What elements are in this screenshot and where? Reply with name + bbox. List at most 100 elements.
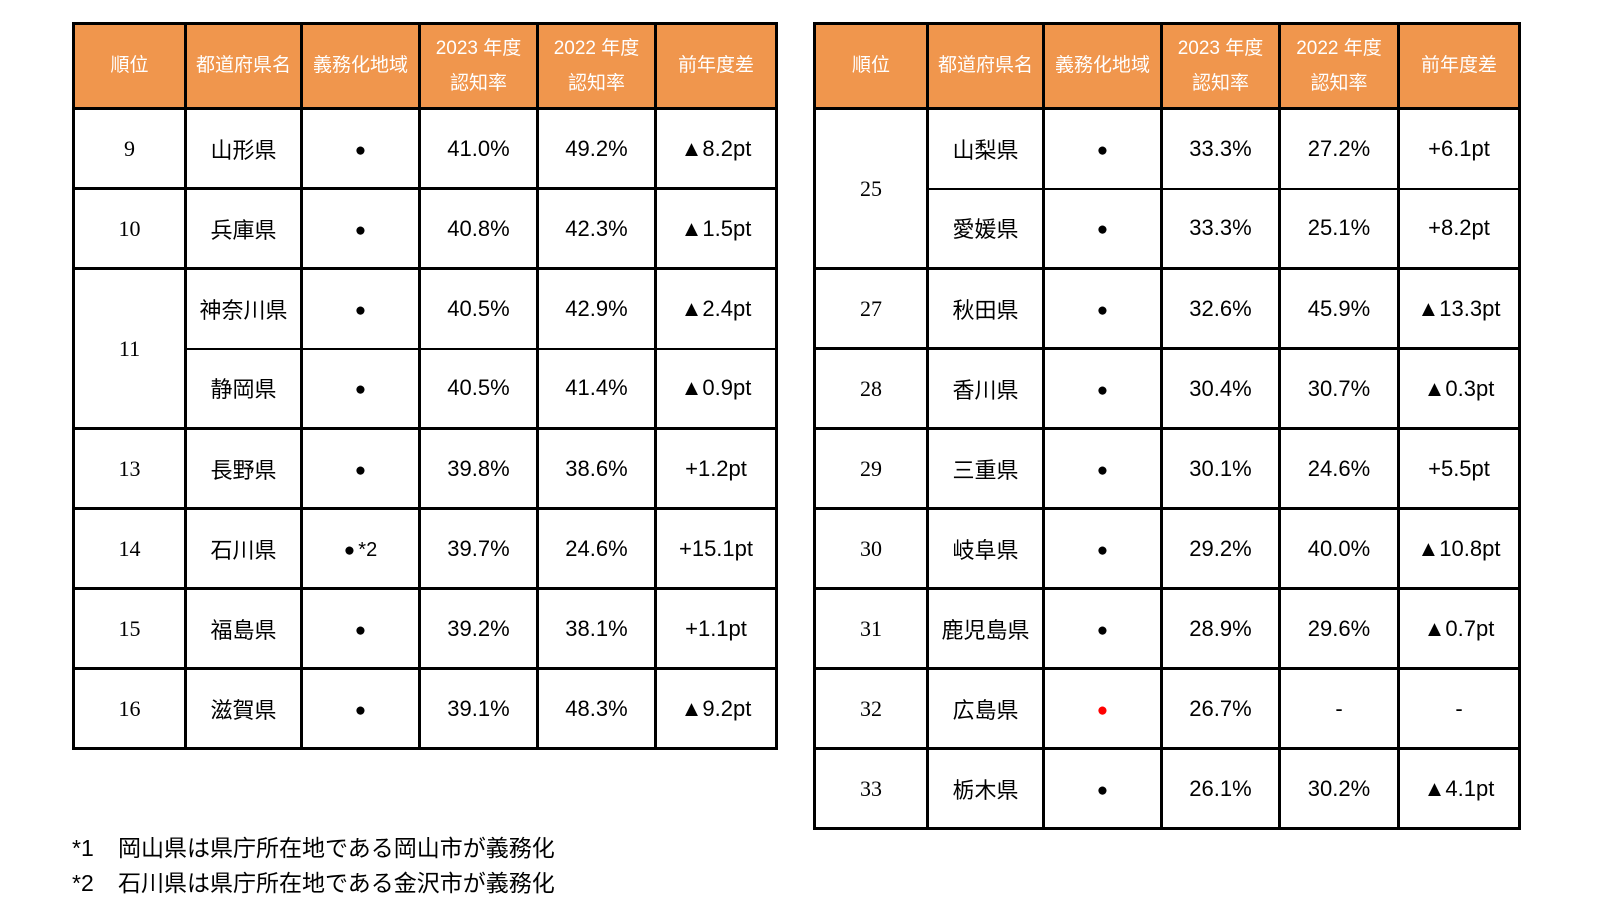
mandatory-dot-icon: ● [354,459,367,481]
prefecture-cell: 秋田県 [926,267,1045,349]
rate-2023-cell: 41.0% [418,107,539,189]
column-header-rate2022: 2022 年度 認知率 [536,22,657,109]
rate-2023-cell: 30.4% [1160,347,1281,429]
rank-cell: 16 [72,667,187,749]
table-row: 静岡県 ● 40.5% 41.4% ▲0.9pt [74,347,778,429]
table-row: 29 三重県 ● 30.1% 24.6% +5.5pt [813,427,1521,509]
prefecture-cell: 長野県 [184,427,303,509]
rate-2022-cell: 48.3% [536,667,657,749]
rate-2023-cell: 32.6% [1160,267,1281,349]
mandatory-dot-icon: ● [354,139,367,161]
column-header-rank: 順位 [72,22,187,109]
mandatory-dot-icon: ● [1096,139,1109,161]
prefecture-cell: 石川県 [184,507,303,589]
year-diff-cell: ▲0.3pt [1397,347,1521,429]
rank-cell: 11 [72,267,187,429]
mandatory-dot-icon: ● [1096,619,1109,641]
prefecture-cell: 静岡県 [184,347,303,429]
prefecture-cell: 山形県 [184,107,303,189]
mandatory-dot-icon: ● [1096,219,1109,241]
awareness-rank-table-left: 順位 都道府県名 義務化地域 2023 年度 認知率 2022 年度 認知率 前年度差 9 山形県… [72,22,778,750]
table-row: 13 長野県 ● 39.8% 38.6% +1.2pt [72,427,778,509]
column-header-prefecture: 都道府県名 [926,22,1045,109]
table-row: 31 鹿児島県 ● 28.9% 29.6% ▲0.7pt [813,587,1521,669]
rank-cell: 27 [813,267,929,349]
rate-2023-cell: 39.8% [418,427,539,509]
table-row: 16 滋賀県 ● 39.1% 48.3% ▲9.2pt [72,667,778,749]
year-diff-cell: ▲1.5pt [654,187,778,269]
rate-2022-cell: 30.2% [1278,747,1400,829]
rate-2022-cell: 45.9% [1278,267,1400,349]
footnote-1: *1 岡山県は県庁所在地である岡山市が義務化 [72,831,555,866]
year-diff-cell: ▲10.8pt [1397,507,1521,589]
year-diff-cell: +8.2pt [1397,187,1521,269]
rate-2023-cell: 26.1% [1160,747,1281,829]
year-diff-cell: +5.5pt [1397,427,1521,509]
rate-2023-cell: 39.2% [418,587,539,669]
mandatory-area-cell: ● [1042,667,1163,749]
column-header-diff: 前年度差 [654,22,778,109]
prefecture-cell: 福島県 [184,587,303,669]
rank-cell: 28 [813,347,929,429]
table-row: 28 香川県 ● 30.4% 30.7% ▲0.3pt [813,347,1521,429]
mandatory-area-cell: ● [300,587,421,669]
rate-2023-cell: 33.3% [1160,187,1281,269]
prefecture-cell: 香川県 [926,347,1045,429]
rank-cell: 15 [72,587,187,669]
column-header-rate2023: 2023 年度 認知率 [1160,22,1281,109]
mandatory-dot-icon: ● [1096,779,1109,801]
year-diff-cell: ▲2.4pt [654,267,778,349]
mandatory-area-cell: ● [300,187,421,269]
mandatory-area-cell: ● [1042,747,1163,829]
footnote-1-text: 岡山県は県庁所在地である岡山市が義務化 [118,835,555,861]
mandatory-area-cell: ● [1042,187,1163,269]
rate-2022-cell: 24.6% [1278,427,1400,509]
mandatory-area-cell: ● [1042,347,1163,429]
rank-cell: 33 [813,747,929,829]
rate-2023-cell: 29.2% [1160,507,1281,589]
mandatory-area-cell: ● [300,667,421,749]
mandatory-area-cell: ● [300,267,421,349]
mandatory-dot-icon: ● [343,539,356,561]
table-row: 32 広島県 ● 26.7% - - [813,667,1521,749]
table-row: 9 山形県 ● 41.0% 49.2% ▲8.2pt [72,107,778,189]
table-row: 30 岐阜県 ● 29.2% 40.0% ▲10.8pt [813,507,1521,589]
table-row: 10 兵庫県 ● 40.8% 42.3% ▲1.5pt [72,187,778,269]
column-header-prefecture: 都道府県名 [184,22,303,109]
mandatory-dot-icon: ● [1096,299,1109,321]
mandatory-dot-icon: ● [1096,459,1109,481]
prefecture-cell: 兵庫県 [184,187,303,269]
year-diff-cell: ▲9.2pt [654,667,778,749]
year-diff-cell: ▲13.3pt [1397,267,1521,349]
year-diff-cell: ▲8.2pt [654,107,778,189]
rate-2022-cell: 29.6% [1278,587,1400,669]
year-diff-cell: +1.2pt [654,427,778,509]
footnote-2: *2 石川県は県庁所在地である金沢市が義務化 [72,866,555,901]
rank-cell: 13 [72,427,187,509]
rank-cell: 32 [813,667,929,749]
column-header-rate2022: 2022 年度 認知率 [1278,22,1400,109]
footnote-2-text: 石川県は県庁所在地である金沢市が義務化 [118,869,555,896]
rate-2022-cell: - [1278,667,1400,749]
mandatory-dot-icon: ● [1096,379,1109,401]
mandatory-dot-icon: ● [1096,539,1109,561]
footnote-2-label: *2 [72,869,94,896]
table-row: 25 山梨県 ● 33.3% 27.2% +6.1pt [813,107,1521,269]
prefecture-cell: 岐阜県 [926,507,1045,589]
rank-cell: 25 [813,107,929,269]
year-diff-cell: +15.1pt [654,507,778,589]
table-row: 11 神奈川県 ● 40.5% 42.9% ▲2.4pt [72,267,778,429]
footnote-reference: *2 [358,538,378,561]
rate-2022-cell: 27.2% [1278,107,1400,189]
rate-2023-cell: 40.5% [418,267,539,349]
column-header-mandatory: 義務化地域 [1042,22,1163,109]
rank-cell: 29 [813,427,929,509]
rate-2023-cell: 30.1% [1160,427,1281,509]
rate-2022-cell: 42.3% [536,187,657,269]
mandatory-dot-icon: ● [354,699,367,721]
rate-2022-cell: 40.0% [1278,507,1400,589]
rate-2022-cell: 42.9% [536,267,657,349]
table-row: 27 秋田県 ● 32.6% 45.9% ▲13.3pt [813,267,1521,349]
prefecture-cell: 栃木県 [926,747,1045,829]
column-header-rate2023: 2023 年度 認知率 [418,22,539,109]
